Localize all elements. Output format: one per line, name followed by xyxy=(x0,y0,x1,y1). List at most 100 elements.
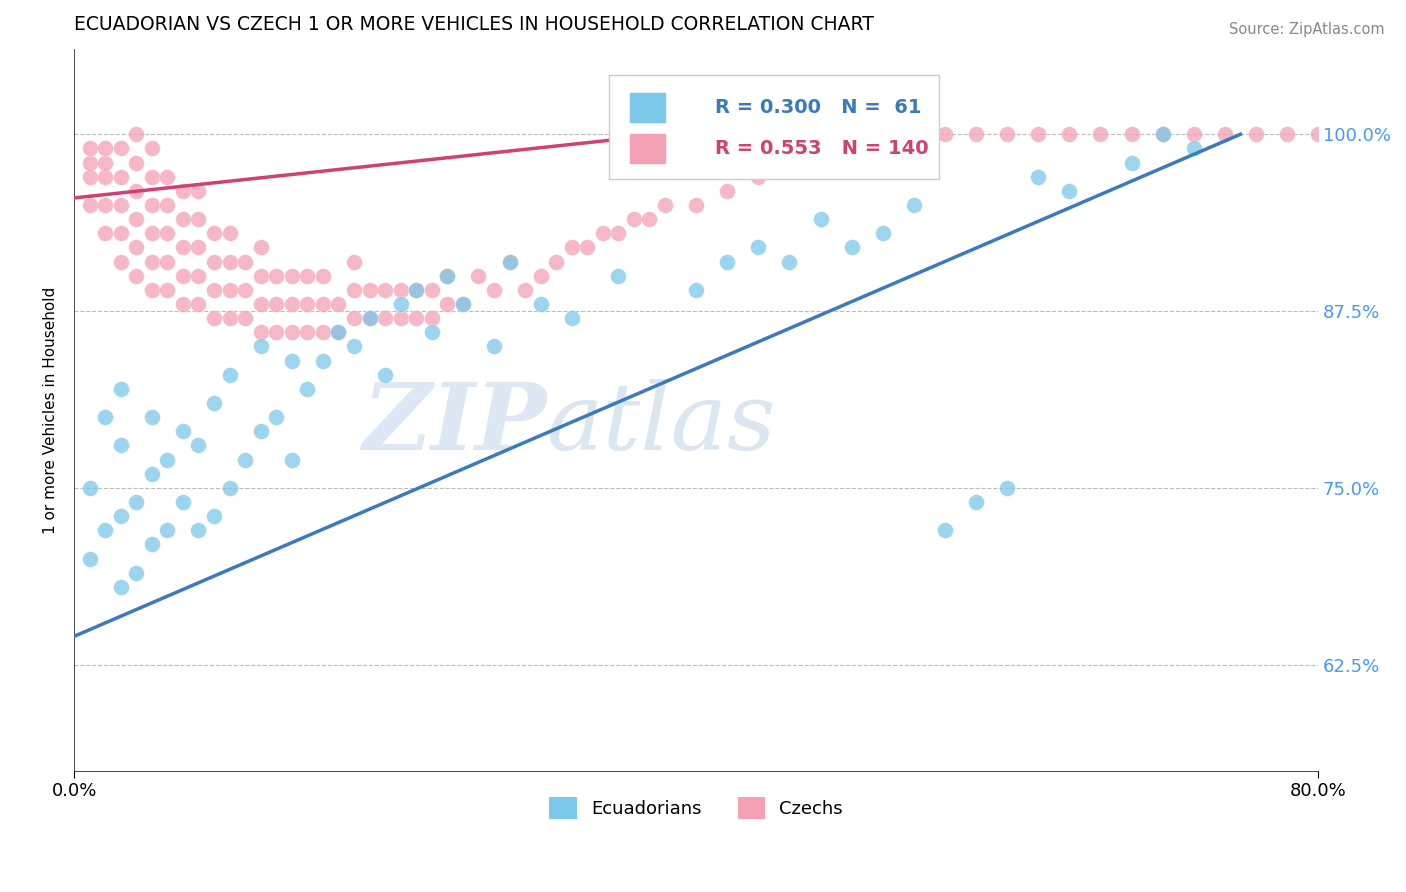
Point xyxy=(202,227,225,241)
Point xyxy=(436,297,458,311)
Point xyxy=(172,268,194,283)
Point xyxy=(94,169,117,184)
Point xyxy=(156,283,179,297)
Point xyxy=(202,311,225,326)
Point xyxy=(374,368,396,382)
Point xyxy=(546,254,568,268)
Point xyxy=(561,240,583,254)
Point xyxy=(233,283,256,297)
Point xyxy=(187,184,209,198)
Point xyxy=(965,495,987,509)
Point xyxy=(281,297,304,311)
Point xyxy=(312,326,335,340)
Legend: Ecuadorians, Czechs: Ecuadorians, Czechs xyxy=(543,790,851,827)
Point xyxy=(530,297,553,311)
Point xyxy=(281,326,304,340)
Point xyxy=(359,311,381,326)
Point xyxy=(607,268,630,283)
Point xyxy=(141,227,163,241)
Point xyxy=(94,523,117,537)
Point xyxy=(156,227,179,241)
Point xyxy=(218,227,240,241)
Point xyxy=(125,128,148,142)
Point xyxy=(1090,128,1112,142)
Point xyxy=(872,128,894,142)
Point xyxy=(297,268,319,283)
Point xyxy=(264,326,287,340)
Point xyxy=(872,227,894,241)
Point xyxy=(125,184,148,198)
Point xyxy=(1121,128,1143,142)
Point xyxy=(249,297,271,311)
Point xyxy=(264,297,287,311)
Point xyxy=(79,141,101,155)
Point xyxy=(249,424,271,438)
Point xyxy=(79,481,101,495)
Point xyxy=(592,227,614,241)
Point xyxy=(110,169,132,184)
Point xyxy=(110,254,132,268)
Point xyxy=(156,523,179,537)
Point xyxy=(995,128,1018,142)
Point xyxy=(156,452,179,467)
Point xyxy=(1152,128,1174,142)
Point xyxy=(1059,184,1081,198)
Point xyxy=(141,410,163,425)
Point xyxy=(281,353,304,368)
Point xyxy=(125,495,148,509)
Point xyxy=(141,141,163,155)
Point xyxy=(1308,128,1330,142)
Point xyxy=(343,283,366,297)
Point xyxy=(264,410,287,425)
Point xyxy=(328,297,350,311)
Point xyxy=(233,254,256,268)
Point xyxy=(110,141,132,155)
Point xyxy=(125,268,148,283)
Point xyxy=(110,198,132,212)
Point xyxy=(79,169,101,184)
Point xyxy=(125,240,148,254)
Point xyxy=(202,283,225,297)
Point xyxy=(934,128,956,142)
Point xyxy=(778,254,800,268)
Point xyxy=(233,311,256,326)
Point xyxy=(218,311,240,326)
Point xyxy=(810,141,832,155)
Point xyxy=(297,382,319,396)
Point xyxy=(810,212,832,227)
FancyBboxPatch shape xyxy=(630,93,665,122)
Point xyxy=(218,254,240,268)
Point xyxy=(1275,128,1298,142)
Point xyxy=(218,368,240,382)
Point xyxy=(110,509,132,524)
Point xyxy=(264,268,287,283)
Point xyxy=(436,268,458,283)
Point xyxy=(934,523,956,537)
Point xyxy=(79,155,101,169)
Point xyxy=(110,227,132,241)
Point xyxy=(94,410,117,425)
Point xyxy=(79,198,101,212)
Point xyxy=(94,227,117,241)
Point xyxy=(1182,128,1205,142)
Point xyxy=(141,467,163,481)
Point xyxy=(482,339,505,353)
Point xyxy=(654,198,676,212)
Text: R = 0.300   N =  61: R = 0.300 N = 61 xyxy=(714,98,921,117)
Point xyxy=(94,155,117,169)
Point xyxy=(359,311,381,326)
Point xyxy=(607,227,630,241)
Point xyxy=(172,495,194,509)
Point xyxy=(374,283,396,297)
Point xyxy=(716,254,738,268)
Point xyxy=(405,311,427,326)
Point xyxy=(312,297,335,311)
Point xyxy=(141,254,163,268)
Point xyxy=(110,438,132,452)
Point xyxy=(187,240,209,254)
Point xyxy=(903,128,925,142)
Point xyxy=(1152,128,1174,142)
Point xyxy=(623,212,645,227)
Point xyxy=(94,198,117,212)
Point xyxy=(249,240,271,254)
